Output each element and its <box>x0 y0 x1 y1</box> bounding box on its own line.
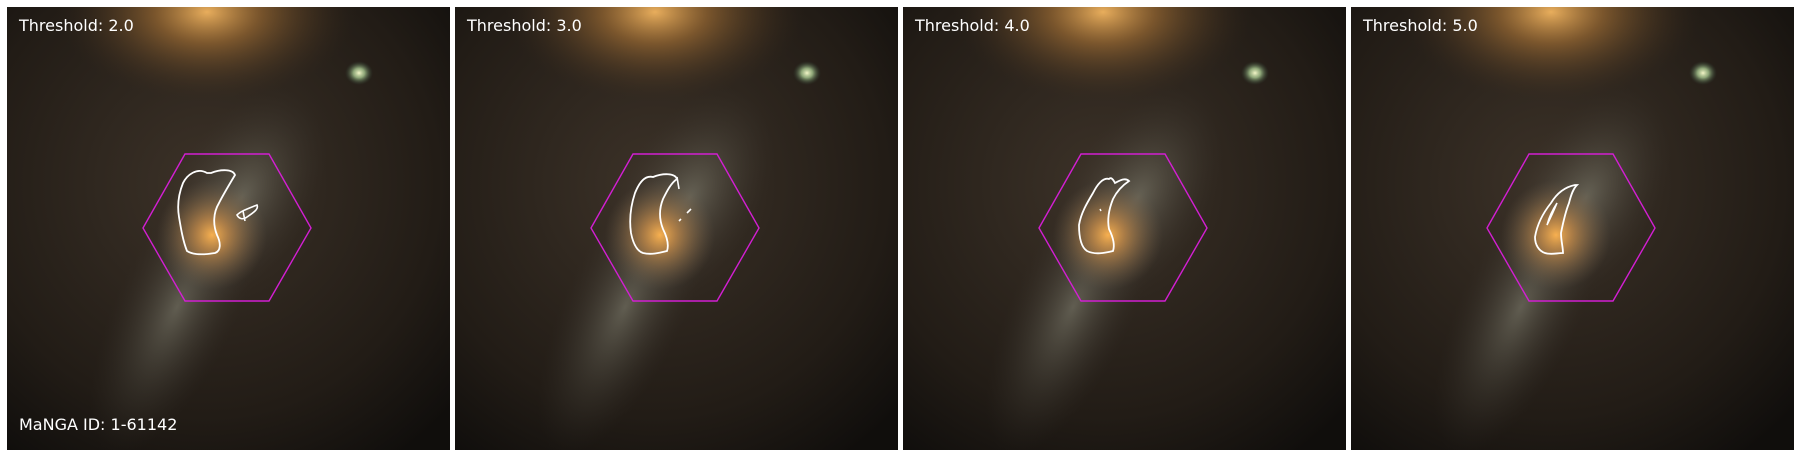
contour-island-tiny <box>678 218 682 222</box>
contour-island <box>676 176 680 190</box>
threshold-label: Threshold: 2.0 <box>19 16 134 35</box>
image-panel-threshold-5: Threshold: 5.0 <box>1351 7 1794 450</box>
image-panel-threshold-2: Threshold: 2.0 MaNGA ID: 1-61142 <box>7 7 450 450</box>
foreground-star-glow <box>57 7 357 102</box>
foreground-star <box>1241 61 1269 85</box>
contour-island-small <box>686 208 692 214</box>
manga-id-label: MaNGA ID: 1-61142 <box>19 415 178 434</box>
ifu-hexagon <box>590 153 760 302</box>
foreground-star-glow <box>953 7 1253 102</box>
threshold-label: Threshold: 3.0 <box>467 16 582 35</box>
threshold-label: Threshold: 4.0 <box>915 16 1030 35</box>
contour-island-small <box>242 210 246 222</box>
contour-island <box>1099 208 1102 212</box>
galaxy-bulge <box>157 180 267 290</box>
ifu-hexagon <box>142 153 312 302</box>
image-panel-threshold-3: Threshold: 3.0 <box>455 7 898 450</box>
galaxy-image <box>455 7 898 450</box>
contour-main <box>1534 184 1580 255</box>
contour-main <box>177 169 236 256</box>
galaxy-bulge <box>605 180 715 290</box>
contour-main <box>629 173 679 255</box>
foreground-star-glow <box>1401 7 1701 102</box>
galaxy-bulge <box>1053 180 1163 290</box>
galaxy-image <box>7 7 450 450</box>
galaxy-bulge <box>1501 180 1611 290</box>
galaxy-image <box>903 7 1346 450</box>
foreground-star <box>793 61 821 85</box>
foreground-star <box>1689 61 1717 85</box>
foreground-star <box>345 61 373 85</box>
image-panel-threshold-4: Threshold: 4.0 <box>903 7 1346 450</box>
foreground-star-glow <box>505 7 805 102</box>
ifu-hexagon <box>1038 153 1208 302</box>
contour-island <box>236 203 259 220</box>
ifu-hexagon <box>1486 153 1656 302</box>
contour-main <box>1078 177 1131 255</box>
galaxy-image <box>1351 7 1794 450</box>
threshold-label: Threshold: 5.0 <box>1363 16 1478 35</box>
contour-inner <box>1546 202 1558 226</box>
